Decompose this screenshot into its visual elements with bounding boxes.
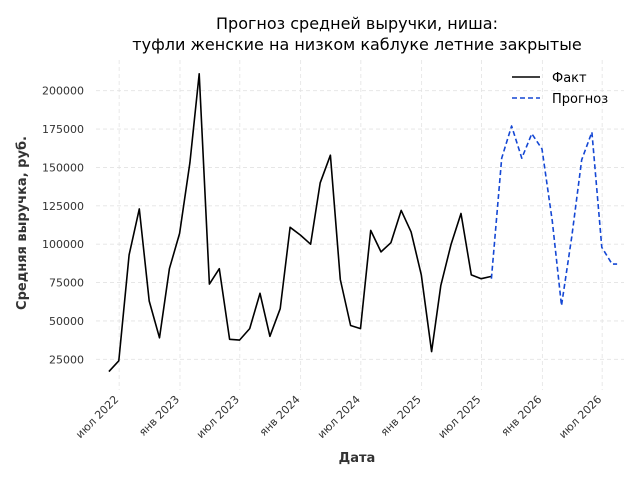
y-tick-label: 175000 — [42, 123, 84, 136]
x-tick-label: июл 2026 — [556, 393, 604, 441]
chart-title-line-1: Прогноз средней выручки, ниша: — [216, 14, 498, 33]
y-tick-labels: 25000 50000 75000 100000 125000 150000 175000 2… — [42, 85, 84, 367]
x-axis-label: Дата — [339, 451, 376, 466]
x-tick-label: июл 2025 — [436, 393, 484, 441]
x-tick-label: июл 2023 — [194, 393, 242, 441]
y-tick-label: 150000 — [42, 161, 84, 174]
y-tick-label: 125000 — [42, 200, 84, 213]
grid — [96, 60, 624, 390]
y-tick-label: 50000 — [49, 315, 84, 328]
legend-label-fact: Факт — [552, 71, 587, 86]
y-axis-label: Средняя выручка, руб. — [15, 136, 30, 310]
y-tick-label: 25000 — [49, 353, 84, 366]
series-layer — [108, 73, 618, 373]
y-tick-label: 200000 — [42, 85, 84, 98]
y-tick-label: 100000 — [42, 238, 84, 251]
x-tick-label: янв 2026 — [499, 393, 545, 439]
chart-title-line-2: туфли женские на низком каблуке летние з… — [132, 35, 581, 54]
series-line-forecast — [490, 125, 618, 307]
x-tick-label: янв 2023 — [136, 393, 182, 439]
x-tick-label: янв 2025 — [378, 393, 424, 439]
x-tick-label: июл 2024 — [315, 393, 363, 441]
legend: Факт Прогноз — [512, 71, 608, 107]
x-tick-label: июл 2022 — [73, 393, 121, 441]
x-tick-labels: июл 2022 янв 2023 июл 2023 янв 2024 июл 2024… — [73, 393, 604, 441]
series-line-fact — [108, 73, 492, 373]
legend-label-forecast: Прогноз — [552, 92, 608, 107]
y-tick-label: 75000 — [49, 277, 84, 290]
x-tick-label: янв 2024 — [257, 393, 303, 439]
